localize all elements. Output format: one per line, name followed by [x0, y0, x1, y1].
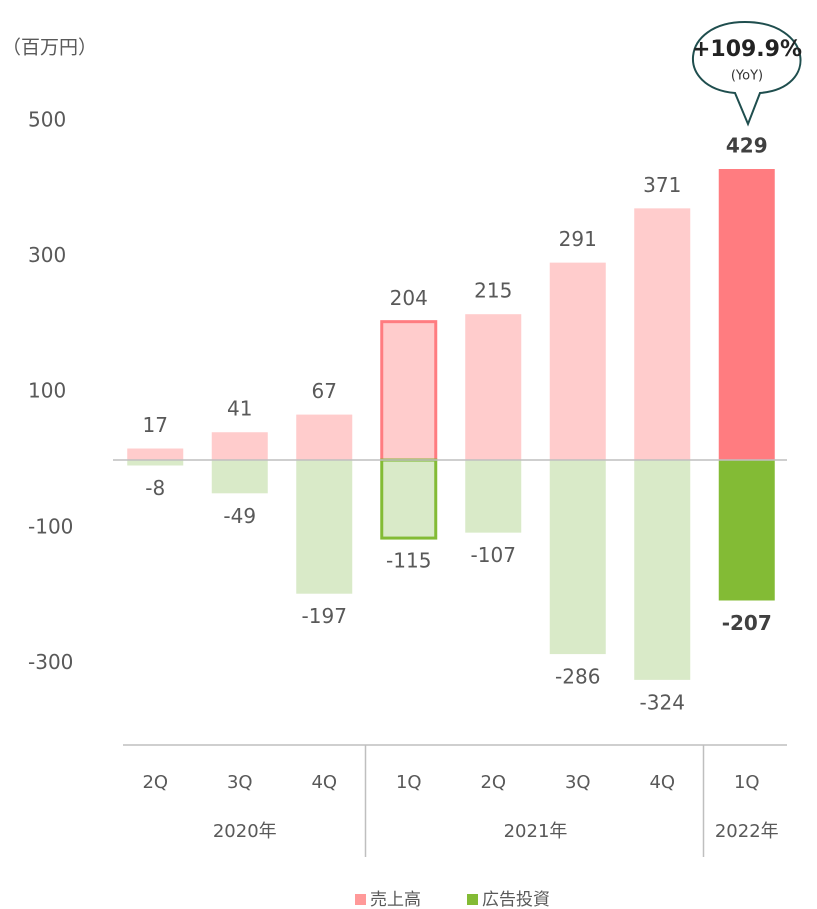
annotation: +109.9%: [692, 37, 802, 62]
bar: [634, 460, 691, 680]
value-label: -49: [223, 504, 256, 528]
bar: [718, 460, 775, 601]
value-label: -107: [471, 543, 516, 567]
callout: [692, 20, 802, 127]
value-label: 41: [227, 397, 252, 421]
y-tick-label: 500: [28, 107, 66, 131]
value-label: 291: [559, 227, 597, 251]
x-tick-label: 1Q: [734, 772, 760, 793]
bar: [549, 262, 606, 461]
unit-label: （百万円）: [2, 37, 97, 59]
bar: [549, 460, 606, 655]
group-label: 2021年: [504, 821, 568, 842]
legend-swatch: [355, 894, 366, 905]
value-label: 371: [643, 173, 681, 197]
legend-swatch: [467, 894, 478, 905]
annotation-sub: (YoY): [731, 69, 763, 84]
value-label: -8: [145, 476, 165, 500]
group-label: 2022年: [715, 821, 779, 842]
value-label: -207: [722, 611, 772, 635]
bar: [634, 208, 691, 461]
x-tick-label: 2Q: [142, 772, 168, 793]
bar: [296, 460, 353, 594]
legend-label: 売上高: [370, 890, 421, 909]
y-tick-label: -300: [28, 650, 73, 674]
y-tick-label: 100: [28, 379, 66, 403]
group-label: 2020年: [213, 821, 277, 842]
value-label: 204: [390, 286, 428, 310]
value-label: -286: [555, 665, 600, 689]
x-tick-label: 4Q: [649, 772, 675, 793]
y-tick-label: 300: [28, 243, 66, 267]
value-label: -324: [640, 690, 685, 714]
value-label: 215: [474, 279, 512, 303]
x-tick-label: 4Q: [311, 772, 337, 793]
value-label: 429: [726, 134, 768, 158]
value-label: 17: [143, 413, 168, 437]
bar: [211, 460, 268, 494]
x-tick-label: 2Q: [480, 772, 506, 793]
bar: [127, 448, 184, 461]
bar: [465, 460, 522, 533]
bar: [296, 414, 353, 461]
x-tick-label: 3Q: [565, 772, 591, 793]
x-tick-label: 1Q: [396, 772, 422, 793]
bar: [465, 314, 522, 461]
legend-label: 広告投資: [482, 890, 550, 909]
value-label: -197: [302, 604, 347, 628]
y-tick-label: -100: [28, 514, 73, 538]
value-label: 67: [312, 379, 337, 403]
bar: [718, 169, 775, 461]
bar: [380, 458, 438, 540]
value-label: -115: [386, 549, 431, 573]
x-tick-label: 3Q: [227, 772, 253, 793]
bar: [211, 432, 268, 461]
bar: [127, 460, 184, 466]
bar: [380, 320, 438, 462]
